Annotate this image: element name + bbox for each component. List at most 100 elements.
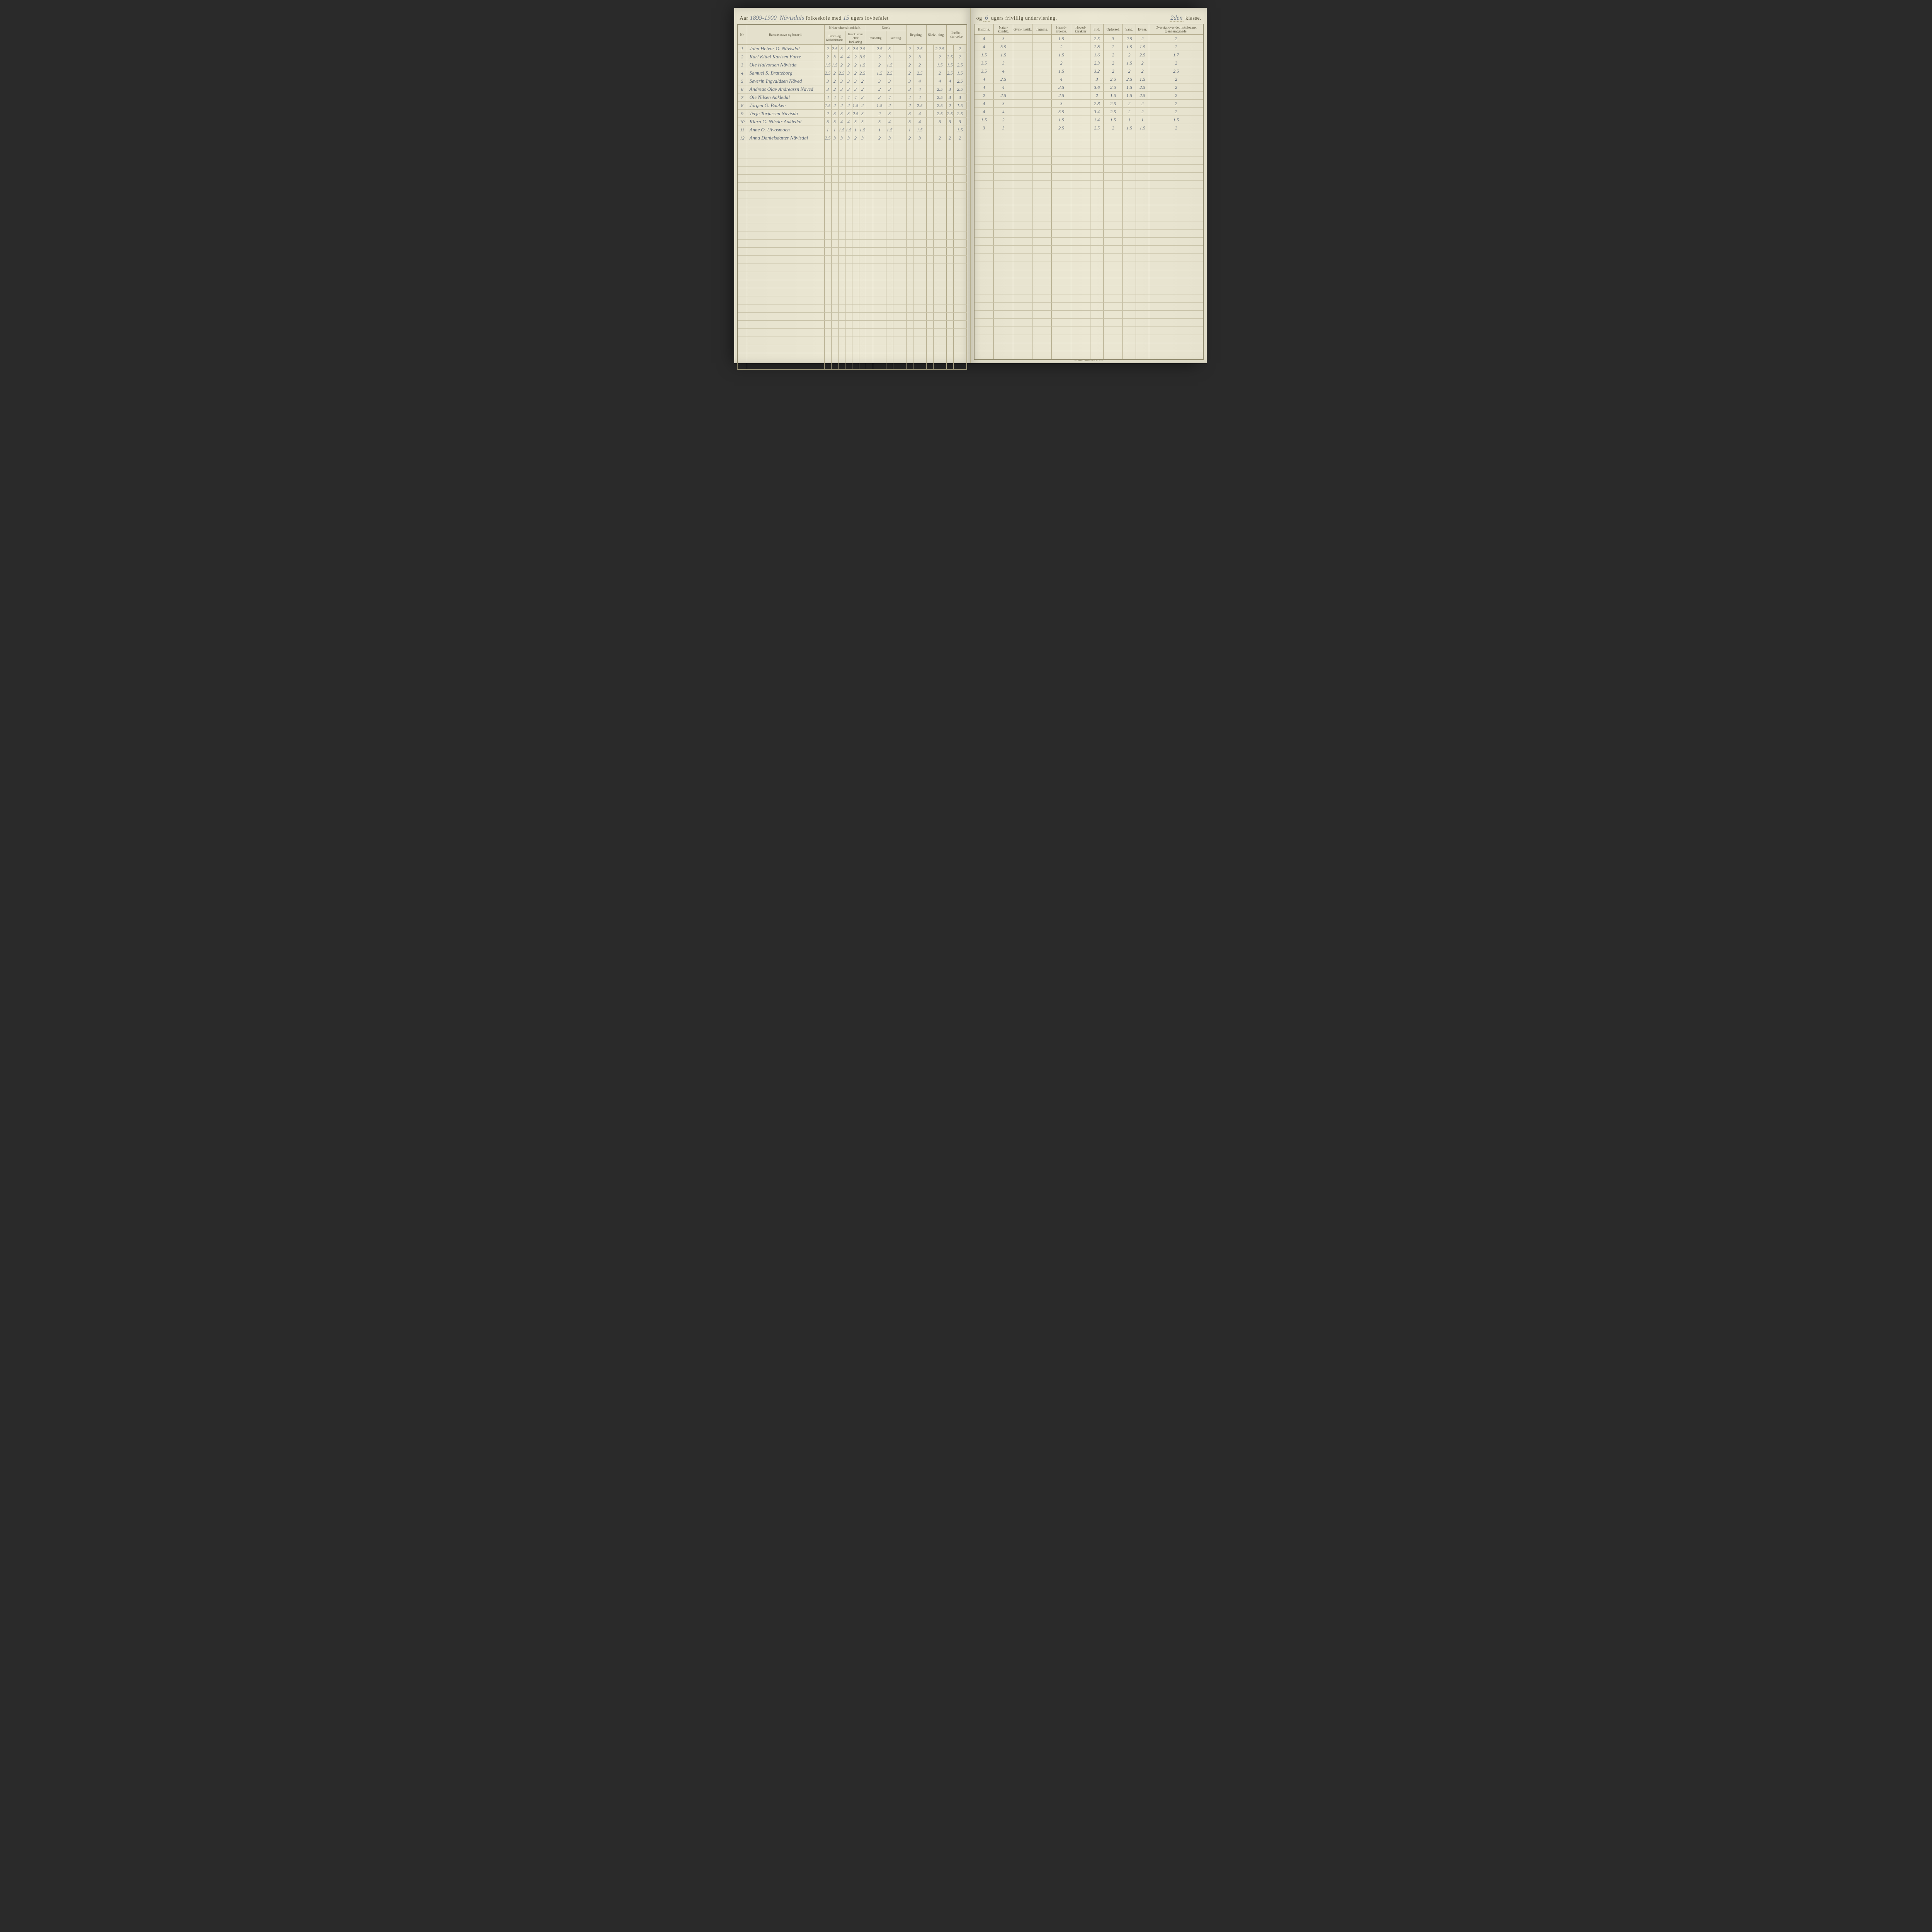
empty-cell	[1123, 343, 1136, 351]
empty-cell	[926, 175, 933, 183]
empty-cell	[1136, 351, 1149, 359]
empty-cell	[994, 270, 1013, 278]
empty-cell	[1032, 238, 1052, 246]
empty-cell	[747, 248, 824, 256]
table-row-empty	[738, 256, 966, 264]
empty-cell	[738, 304, 747, 313]
empty-cell	[845, 231, 852, 240]
empty-cell	[1149, 205, 1203, 213]
empty-cell	[926, 256, 933, 264]
empty-cell	[845, 158, 852, 167]
empty-cell	[866, 272, 873, 280]
grade-cell: 2.5	[1136, 83, 1149, 92]
empty-cell	[994, 197, 1013, 205]
grade-cell: 2	[906, 61, 913, 69]
table-row: 3.541.53.22222.5	[975, 67, 1203, 75]
empty-cell	[913, 321, 926, 329]
grade-cell: 2.5	[946, 69, 953, 77]
empty-cell	[886, 329, 893, 337]
grade-cell: 2.5	[859, 69, 866, 77]
empty-cell	[933, 223, 946, 231]
nr-cell: 1	[738, 45, 747, 53]
empty-cell	[1090, 278, 1104, 286]
table-row-empty	[975, 148, 1203, 156]
table-row: 5Severin Ingvaldsen Näved3233323334442.5…	[738, 77, 966, 85]
empty-cell	[953, 240, 966, 248]
table-row-empty	[738, 199, 966, 207]
grade-cell: 2.5	[946, 110, 953, 118]
empty-cell	[913, 313, 926, 321]
empty-cell	[838, 353, 845, 361]
grade-cell: 3	[859, 118, 866, 126]
empty-cell	[831, 167, 838, 175]
grade-cell	[866, 118, 873, 126]
grade-cell	[866, 53, 873, 61]
grade-cell: 2	[953, 45, 966, 53]
empty-cell	[953, 304, 966, 313]
empty-cell	[1052, 140, 1071, 148]
grade-cell: 3	[886, 77, 893, 85]
empty-cell	[738, 296, 747, 304]
table-row-empty	[738, 353, 966, 361]
table-row-empty	[738, 158, 966, 167]
empty-cell	[1090, 181, 1104, 189]
empty-cell	[1032, 343, 1052, 351]
grade-cell: 1	[1136, 116, 1149, 124]
empty-cell	[831, 304, 838, 313]
grade-cell	[1013, 124, 1032, 132]
empty-cell	[866, 280, 873, 288]
grade-cell: 1	[906, 126, 913, 134]
empty-cell	[866, 215, 873, 223]
empty-cell	[824, 142, 831, 150]
empty-cell	[893, 280, 906, 288]
empty-cell	[824, 337, 831, 345]
grade-cell: 3	[845, 77, 852, 85]
empty-cell	[975, 343, 994, 351]
empty-cell	[953, 158, 966, 167]
grade-cell	[926, 110, 933, 118]
empty-cell	[852, 329, 859, 337]
empty-cell	[1149, 246, 1203, 254]
empty-cell	[886, 142, 893, 150]
empty-cell	[824, 321, 831, 329]
empty-cell	[873, 231, 886, 240]
empty-cell	[747, 272, 824, 280]
table-row-empty	[975, 303, 1203, 311]
empty-cell	[946, 313, 953, 321]
grade-cell	[866, 85, 873, 94]
empty-cell	[913, 248, 926, 256]
empty-cell	[873, 223, 886, 231]
empty-cell	[893, 158, 906, 167]
empty-cell	[845, 142, 852, 150]
grade-cell	[866, 77, 873, 85]
empty-cell	[1123, 270, 1136, 278]
empty-cell	[738, 329, 747, 337]
table-row: 443.53.62.51.52.52	[975, 83, 1203, 92]
empty-cell	[1104, 294, 1123, 303]
grade-cell: 1.5	[838, 126, 845, 134]
empty-cell	[866, 321, 873, 329]
grade-cell: 1.5	[831, 61, 838, 69]
empty-cell	[824, 175, 831, 183]
grade-cell: 4	[1052, 75, 1071, 83]
empty-cell	[738, 288, 747, 296]
grade-cell: 3.2	[1090, 67, 1104, 75]
empty-cell	[926, 329, 933, 337]
grade-cell: 3	[859, 94, 866, 102]
grade-cell: 3	[838, 45, 845, 53]
empty-cell	[1071, 230, 1090, 238]
empty-cell	[886, 223, 893, 231]
empty-cell	[845, 321, 852, 329]
empty-cell	[852, 288, 859, 296]
grade-cell: 1.5	[852, 102, 859, 110]
col-tegning: Tegning.	[1032, 24, 1052, 35]
empty-cell	[913, 288, 926, 296]
empty-cell	[994, 221, 1013, 230]
empty-cell	[906, 304, 913, 313]
left-table-wrap: Nr. Barnets navn og bosted. Kristendomsk…	[737, 24, 967, 370]
empty-cell	[975, 246, 994, 254]
empty-cell	[906, 207, 913, 215]
grade-cell: 3	[831, 110, 838, 118]
empty-cell	[845, 167, 852, 175]
empty-cell	[1123, 132, 1136, 140]
